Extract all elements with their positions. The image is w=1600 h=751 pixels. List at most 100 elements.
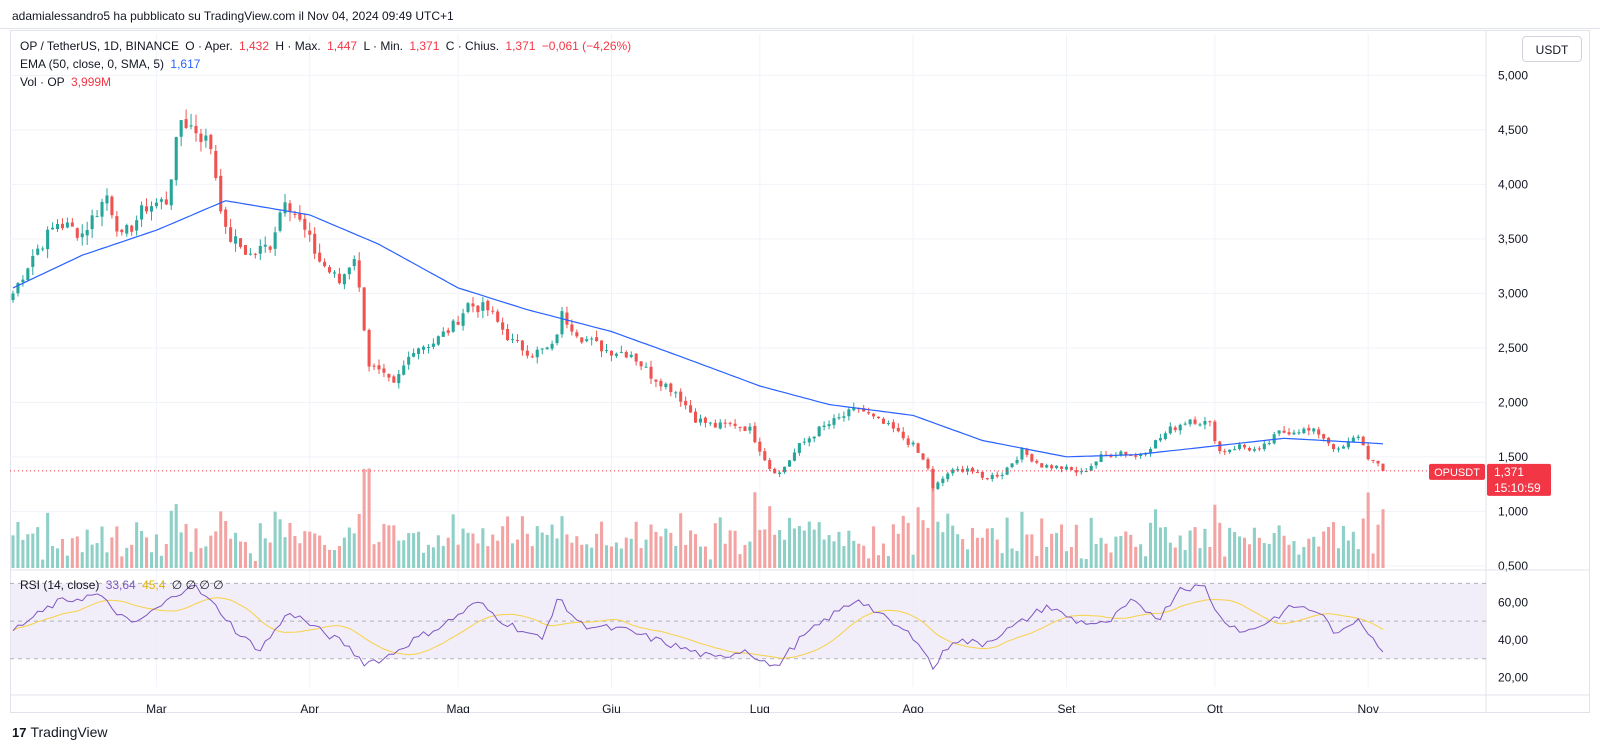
volume-bar — [946, 513, 950, 568]
volume-bar — [1267, 543, 1271, 568]
candle-body — [931, 468, 935, 489]
candle-body — [555, 334, 559, 344]
volume-bar — [501, 526, 505, 568]
volume-bar — [792, 528, 796, 568]
volume-bar — [535, 526, 539, 568]
volume-bars — [11, 468, 1385, 568]
volume-bar — [649, 524, 653, 568]
volume-bar — [852, 540, 856, 568]
volume-bar — [590, 547, 594, 568]
candle-body — [357, 260, 361, 288]
rsi-line — [12, 584, 1384, 671]
candle-body — [1153, 440, 1158, 449]
volume-bar — [115, 526, 119, 568]
candle-body — [822, 425, 826, 428]
candle-body — [372, 365, 376, 367]
candle-body — [145, 206, 149, 212]
candle-body — [530, 356, 534, 358]
volume-bar — [328, 549, 332, 568]
candle-body — [966, 468, 970, 472]
volume-bar — [1129, 534, 1133, 568]
volume-bar — [1064, 551, 1068, 568]
volume-bar — [36, 527, 40, 568]
candle-body — [604, 350, 609, 352]
candle-body — [164, 199, 168, 205]
candle-body — [639, 361, 643, 367]
volume-bar — [209, 535, 213, 568]
candle-body — [837, 417, 841, 419]
price-tag-bg — [1487, 463, 1551, 496]
candle-body — [496, 311, 500, 322]
legend-rsi-extra: ∅ ∅ ∅ ∅ — [171, 578, 224, 592]
price-chart[interactable]: 5,000 4,500 4,000 3,500 3,000 2,500 2,000 1,500… — [10, 30, 1590, 713]
volume-bar — [609, 546, 613, 568]
candle-body — [733, 423, 737, 426]
candle-body — [946, 473, 950, 480]
candle-body — [644, 366, 648, 368]
volume-bar — [11, 535, 15, 568]
tradingview-branding[interactable]: 17 TradingView — [12, 724, 108, 740]
volume-bar — [565, 534, 569, 568]
volume-bar — [159, 555, 163, 568]
candle-body — [174, 137, 178, 181]
volume-bar — [931, 468, 935, 568]
candle-body — [679, 391, 683, 402]
legend-volume-label: Vol · OP — [20, 75, 65, 89]
candle-body — [1139, 454, 1143, 457]
y-tick-label-7: 1,500 — [1498, 450, 1528, 464]
candle-body — [975, 472, 979, 474]
currency-button[interactable]: USDT — [1522, 36, 1582, 62]
candle-body — [392, 376, 396, 383]
symbol-tag-bg — [1429, 463, 1485, 480]
volume-bar — [773, 534, 777, 568]
last-price-tag: OPUSDT 1,371 15:10:59 — [1429, 463, 1551, 496]
volume-bar — [85, 529, 89, 568]
volume-bar — [1272, 532, 1276, 568]
candle-body — [995, 474, 999, 477]
volume-bar — [995, 539, 999, 568]
candle-body — [832, 418, 836, 425]
candle-body — [590, 338, 594, 340]
volume-bar — [1327, 526, 1331, 568]
volume-bar — [332, 550, 337, 568]
candle-body — [550, 343, 554, 349]
candle-body — [125, 225, 129, 234]
candle-body — [169, 179, 173, 206]
candle-body — [852, 407, 856, 411]
volume-bar — [456, 544, 460, 568]
volume-bar — [1005, 517, 1009, 568]
candle-body — [1262, 443, 1266, 450]
volume-bar — [461, 528, 465, 568]
candle-body — [1010, 463, 1014, 468]
volume-bar — [545, 534, 549, 568]
volume-bar — [693, 534, 698, 568]
candle-body — [491, 310, 495, 312]
volume-bar — [684, 544, 688, 568]
volume-bar — [1183, 549, 1187, 568]
x-tick-label-6: Set — [1057, 702, 1076, 713]
volume-bar — [407, 533, 411, 568]
candle-body — [501, 322, 505, 330]
candle-body — [1346, 441, 1350, 448]
attribution-bar: adamialessandro5 ha pubblicato su Tradin… — [0, 0, 1600, 29]
volume-bar — [145, 537, 149, 568]
candle-body — [1173, 427, 1177, 430]
candle-body — [441, 331, 445, 337]
volume-bar — [149, 552, 154, 568]
candle-body — [367, 329, 371, 367]
volume-bar — [1015, 550, 1019, 568]
candle-body — [234, 236, 238, 244]
volume-bar — [679, 513, 683, 568]
volume-bar — [323, 544, 327, 568]
legend-rsi-value: 33,64 — [105, 578, 136, 592]
candle-body — [600, 340, 604, 352]
candle-body — [718, 422, 722, 429]
candle-body — [1218, 441, 1222, 452]
volume-bar — [1149, 522, 1153, 568]
volume-bar — [412, 533, 416, 568]
candle-body — [60, 223, 64, 229]
volume-bar — [471, 533, 475, 568]
volume-bar — [783, 539, 787, 568]
candle-body — [1050, 465, 1054, 469]
volume-bar — [936, 521, 940, 568]
